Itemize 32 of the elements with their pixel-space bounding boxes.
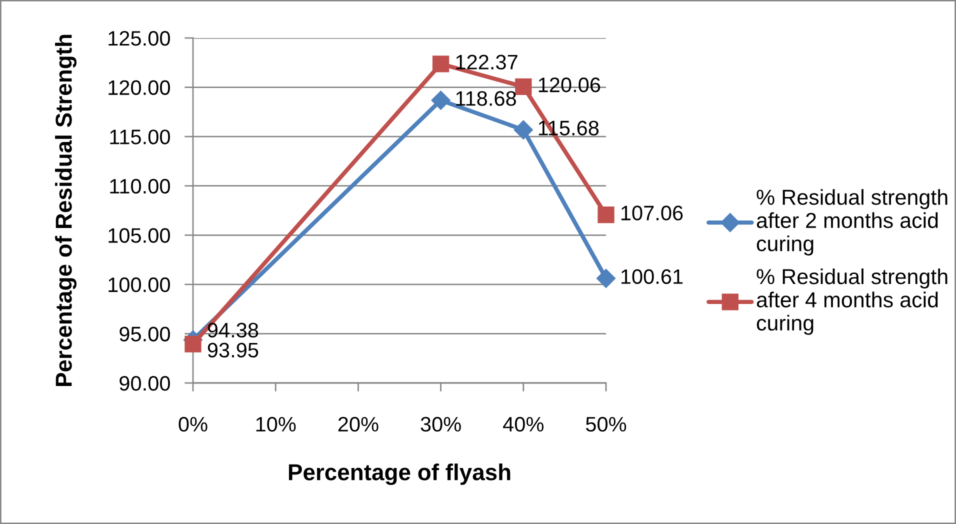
data-label: 118.68 <box>456 91 516 106</box>
y-tick-label: 105.00 <box>108 228 170 243</box>
legend-label: % Residual strength after 2 months acid curing <box>756 189 948 256</box>
point <box>432 56 450 72</box>
legend-label: % Residual strength after 4 months acid curing <box>756 268 948 335</box>
point <box>184 336 202 352</box>
x-tick-label: 50% <box>586 416 626 432</box>
x-tick-label: 10% <box>256 416 296 432</box>
data-label: 107.06 <box>621 206 683 220</box>
x-tick-label: 20% <box>338 416 378 432</box>
point <box>598 206 614 224</box>
y-axis-title: Percentage of Residual Strength <box>55 34 77 386</box>
x-axis-title: Percentage of flyash <box>288 464 510 485</box>
point <box>596 268 616 288</box>
point <box>515 78 532 96</box>
data-label: 122.37 <box>456 54 518 70</box>
y-tick-label: 95.00 <box>120 326 170 342</box>
x-tick-label: 30% <box>420 416 461 432</box>
y-tick-label: 110.00 <box>110 178 170 194</box>
y-tick-label: 120.00 <box>108 80 170 96</box>
x-tick-label: 0% <box>178 416 208 432</box>
point <box>431 90 450 110</box>
point <box>514 120 533 140</box>
y-tick-label: 100.00 <box>108 277 170 292</box>
x-tick-label: 40% <box>503 416 544 432</box>
data-label: 100.61 <box>621 269 683 284</box>
y-tick-label: 115.00 <box>110 130 170 144</box>
data-label: 94.38 <box>208 322 258 338</box>
data-label: 120.06 <box>538 78 600 92</box>
y-tick-label: 90.00 <box>120 376 170 391</box>
data-label: 93.95 <box>208 342 258 358</box>
y-tick-label: 125.00 <box>108 31 170 46</box>
